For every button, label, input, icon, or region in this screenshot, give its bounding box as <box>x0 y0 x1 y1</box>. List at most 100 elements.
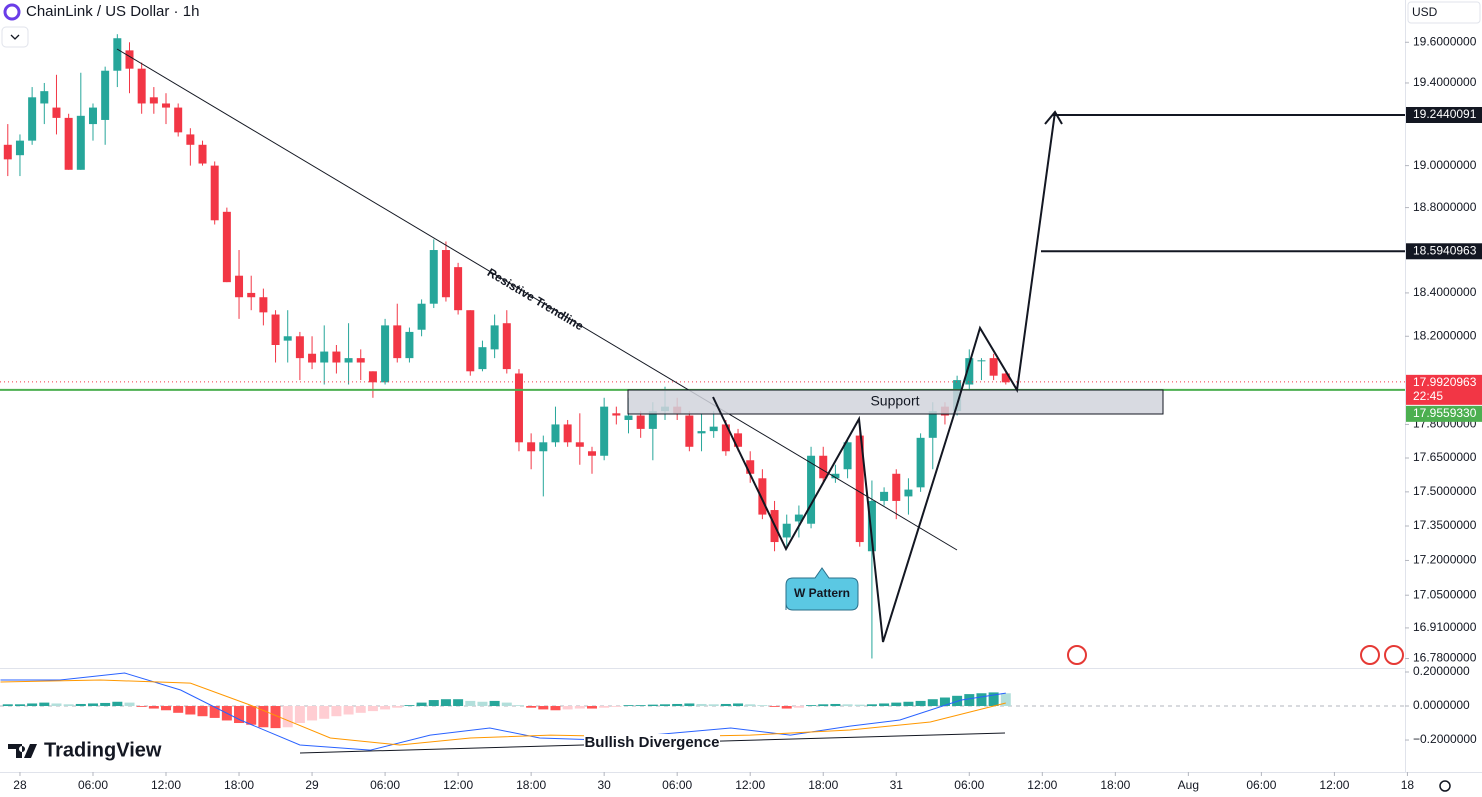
settings-icon[interactable] <box>1439 780 1451 792</box>
brand-logo <box>8 744 37 758</box>
candle-body <box>880 491 889 501</box>
countdown-label: 22:45 <box>1413 389 1443 403</box>
histogram-bar <box>465 700 476 707</box>
collapse-icon <box>10 34 20 40</box>
support-label-bg <box>1406 405 1482 422</box>
y-tick-label: 18.8000000 <box>1413 200 1477 214</box>
y-tick-label: 0.2000000 <box>1413 664 1470 678</box>
y-tick-label: 17.3500000 <box>1413 518 1477 532</box>
histogram-bar <box>453 699 464 707</box>
y-tick-label: 17.0500000 <box>1413 587 1477 601</box>
candle-body <box>697 431 706 434</box>
event-flag[interactable] <box>1384 645 1404 665</box>
histogram-bar <box>380 706 391 710</box>
y-tick-label: 18.4000000 <box>1413 285 1477 299</box>
histogram-bar <box>550 706 561 711</box>
histogram-bar <box>927 699 938 707</box>
y-tick-label: 17.5000000 <box>1413 484 1477 498</box>
histogram-bar <box>234 706 245 724</box>
candle-body <box>247 292 256 298</box>
arrow-head <box>1044 110 1063 125</box>
candle-body <box>831 473 840 479</box>
histogram-bar <box>161 706 172 711</box>
x-tick-label: 06:00 <box>662 778 692 792</box>
x-tick-label: 12:00 <box>151 778 181 792</box>
histogram-bar <box>866 704 877 707</box>
histogram-bar <box>733 703 744 707</box>
candle-body <box>28 97 37 141</box>
y-tick-label: 18.2000000 <box>1413 328 1477 342</box>
histogram-bar <box>903 701 914 707</box>
histogram-bar <box>939 697 950 707</box>
candle-body <box>551 424 560 443</box>
histogram-bar <box>294 706 305 724</box>
histogram-bar <box>830 703 841 707</box>
currency-button[interactable] <box>1407 1 1481 24</box>
x-tick-label: 12:00 <box>1319 778 1349 792</box>
candle-body <box>624 415 633 420</box>
candle-body <box>162 103 171 108</box>
divergence-label-bg <box>584 734 720 752</box>
histogram-bar <box>526 706 537 708</box>
candle-body <box>417 303 426 330</box>
y-tick-label: −0.2000000 <box>1413 732 1477 746</box>
candle-body <box>782 523 791 538</box>
candle-body <box>40 91 49 104</box>
candle-body <box>648 411 657 429</box>
histogram-bar <box>173 706 184 713</box>
candle-body <box>892 473 901 501</box>
candle-body <box>3 144 12 160</box>
candle-body <box>198 144 207 164</box>
x-tick-label: 06:00 <box>954 778 984 792</box>
event-flag[interactable] <box>1360 645 1380 665</box>
candle-body <box>149 97 158 104</box>
histogram-bar <box>708 704 719 707</box>
histogram-bar <box>258 706 269 728</box>
candle-body <box>186 134 195 145</box>
histogram-bar <box>854 704 865 707</box>
candle-body <box>368 371 377 383</box>
histogram-bar <box>87 703 98 707</box>
histogram-bar <box>75 703 86 707</box>
callout <box>785 567 859 611</box>
histogram-bar <box>818 704 829 707</box>
histogram-bar <box>513 705 524 707</box>
candle-body <box>855 435 864 543</box>
candle-body <box>977 360 986 362</box>
histogram-bar <box>51 703 62 707</box>
x-tick-label: 06:00 <box>1246 778 1276 792</box>
histogram-bar <box>806 705 817 707</box>
histogram-bar <box>988 692 999 707</box>
histogram-bar <box>976 693 987 707</box>
histogram-bar <box>39 702 50 707</box>
histogram-bar <box>611 706 622 707</box>
symbol-logo <box>3 3 21 21</box>
histogram-bar <box>185 706 196 715</box>
x-tick-label: 18 <box>1401 778 1415 792</box>
candle-body <box>989 358 998 376</box>
histogram-bar <box>197 706 208 717</box>
histogram-bar <box>343 706 354 715</box>
candle-body <box>514 373 523 443</box>
collapse-button[interactable] <box>1 26 29 48</box>
event-flag[interactable] <box>1067 645 1087 665</box>
candle-body <box>15 140 24 156</box>
histogram-bar <box>404 705 415 707</box>
trendline <box>116 48 958 551</box>
y-tick-label: 17.2000000 <box>1413 553 1477 567</box>
support-zone <box>627 389 1164 415</box>
x-tick-label: 12:00 <box>735 778 765 792</box>
support-price-label: 17.9559330 <box>1413 406 1477 420</box>
candle-body <box>904 489 913 497</box>
candle-body <box>539 442 548 452</box>
candle-body <box>283 336 292 341</box>
candle-body <box>563 424 572 443</box>
candle-body <box>466 310 475 372</box>
candle-body <box>64 117 73 170</box>
pattern-label: W Pattern <box>794 586 850 600</box>
histogram-bar <box>647 704 658 707</box>
histogram-bar <box>891 702 902 707</box>
x-tick-label: 28 <box>13 778 27 792</box>
drawings <box>116 48 1164 754</box>
